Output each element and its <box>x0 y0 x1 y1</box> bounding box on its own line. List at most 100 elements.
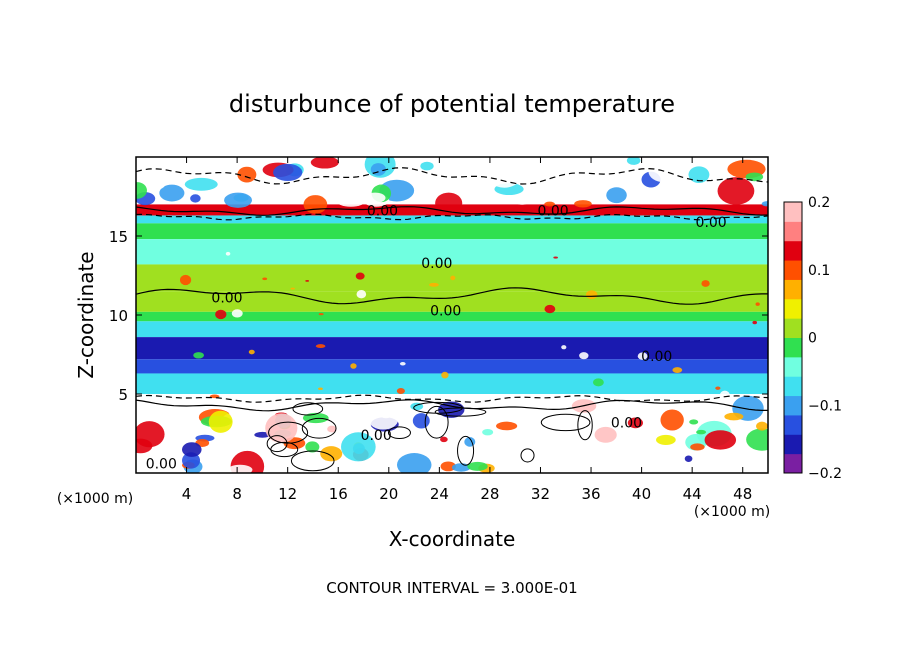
lower-turbulence-57 <box>594 426 617 443</box>
upper-turbulence-25 <box>435 192 463 214</box>
lower-turbulence-14 <box>598 454 614 468</box>
y-axis-title: Z-coordinate <box>74 251 98 378</box>
mid-turbulence-6 <box>752 320 758 325</box>
contour-line-1 <box>136 213 768 221</box>
lower-turbulence-66 <box>182 442 202 457</box>
contour-label-1: 0.00 <box>538 204 569 220</box>
lower-turbulence-36 <box>396 453 432 473</box>
lower-turbulence-62 <box>467 461 488 471</box>
upper-turbulence-10 <box>184 177 218 191</box>
lower-turbulence-43 <box>379 411 393 419</box>
x-tick-label-48: 48 <box>733 485 752 503</box>
lower-turbulence-26 <box>227 464 253 473</box>
mid-turbulence-16 <box>356 290 367 299</box>
heatmap-band-8 <box>136 311 768 322</box>
colorbar-swatch-8 <box>784 298 802 319</box>
contour-label-7: 0.00 <box>611 415 642 431</box>
midlow-turbulence-10 <box>193 352 205 359</box>
x-axis-title: X-coordinate <box>389 527 516 551</box>
contour-label-4: 0.00 <box>211 291 242 307</box>
mid-turbulence-0 <box>179 274 192 286</box>
colorbar-swatch-6 <box>784 337 802 358</box>
upper-turbulence-20 <box>273 163 303 182</box>
contour-line-0 <box>136 167 768 185</box>
heatmap-band-9 <box>136 321 768 338</box>
chart-title: disturbunce of potential temperature <box>229 90 675 118</box>
upper-turbulence-1 <box>574 200 592 208</box>
lower-turbulence-46 <box>164 413 185 428</box>
contour-line-5 <box>136 399 768 412</box>
colorbar-swatch-11 <box>784 240 802 261</box>
lower-turbulence-23 <box>136 421 165 448</box>
lower-turbulence-56 <box>482 428 494 436</box>
contour-loop-1 <box>290 450 335 472</box>
upper-turbulence-8 <box>420 161 434 171</box>
lower-turbulence-54 <box>627 417 644 429</box>
mid-turbulence-2 <box>290 287 295 290</box>
upper-turbulence-6 <box>688 166 710 183</box>
heatmap-band-10 <box>136 337 768 360</box>
contour-label-9: 0.00 <box>146 457 177 473</box>
contour-loop-10 <box>457 435 475 466</box>
lower-turbulence-39 <box>756 421 768 431</box>
colorbar-swatch-1 <box>784 434 802 455</box>
lower-turbulence-69 <box>327 425 337 433</box>
contour-label-2: 0.00 <box>696 215 727 231</box>
contour-loop-13 <box>387 426 411 439</box>
heatmap-features <box>136 157 768 473</box>
lower-turbulence-51 <box>724 412 744 421</box>
y-axis: 5 10 15 <box>109 228 768 404</box>
midlow-turbulence-4 <box>561 345 567 350</box>
upper-turbulence-23 <box>761 201 768 207</box>
lower-turbulence-50 <box>265 413 298 443</box>
x-tick-label-40: 40 <box>632 485 651 503</box>
contour-loop-6 <box>424 405 449 439</box>
upper-turbulence-29 <box>237 166 257 183</box>
heatmap-band-13 <box>136 394 768 402</box>
midlow-turbulence-3 <box>592 378 604 387</box>
upper-turbulence-21 <box>190 194 201 203</box>
upper-turbulence-35 <box>626 157 641 165</box>
heatmap-band-7 <box>136 291 768 312</box>
lower-turbulence-63 <box>320 446 343 462</box>
x-tick-label-8: 8 <box>232 485 242 503</box>
upper-turbulence-28 <box>484 157 524 188</box>
upper-turbulence-19 <box>745 172 764 182</box>
lower-turbulence-64 <box>496 421 518 431</box>
contour-label-0: 0.00 <box>367 204 398 220</box>
x-tick-label-4: 4 <box>182 485 192 503</box>
upper-turbulence-2 <box>159 184 185 202</box>
contour-label-5: 0.00 <box>430 303 461 319</box>
colorbar-frame <box>783 201 803 474</box>
mid-turbulence-8 <box>553 256 558 259</box>
midlow-turbulence-8 <box>672 367 683 373</box>
contour-label-3: 0.00 <box>421 256 452 272</box>
upper-turbulence-0 <box>310 157 339 169</box>
colorbar-swatch-5 <box>784 356 802 377</box>
upper-turbulence-39 <box>224 192 253 208</box>
contour-loop-11 <box>266 435 288 453</box>
midlow-turbulence-1 <box>715 386 721 390</box>
lower-turbulence-10 <box>609 423 622 430</box>
colorbar-label-3: −0.1 <box>808 398 842 414</box>
lower-turbulence-52 <box>208 410 233 433</box>
contour-loop-12 <box>434 407 487 417</box>
colorbar-swatch-7 <box>784 318 802 338</box>
mid-turbulence-5 <box>585 290 598 300</box>
y-tick-label-10: 10 <box>109 307 128 325</box>
heatmap-band-5 <box>136 239 768 265</box>
midlow-turbulence-13 <box>719 390 730 401</box>
midlow-turbulence-7 <box>579 352 589 360</box>
contour-loop-8 <box>577 410 593 441</box>
midlow-turbulence-14 <box>209 394 220 399</box>
colorbar-label-4: −0.2 <box>808 466 842 482</box>
contour-labels: 0.00 0.00 0.00 0.00 0.00 0.00 0.00 0.00 0.00 0.00 <box>146 204 727 473</box>
upper-turbulence-26 <box>717 177 755 205</box>
lower-turbulence-59 <box>704 430 737 450</box>
midlow-turbulence-15 <box>315 344 326 349</box>
heatmap-band-3 <box>136 215 768 224</box>
lower-turbulence-6 <box>554 445 567 457</box>
mid-turbulence-9 <box>215 309 227 320</box>
lower-turbulence-65 <box>440 436 448 443</box>
